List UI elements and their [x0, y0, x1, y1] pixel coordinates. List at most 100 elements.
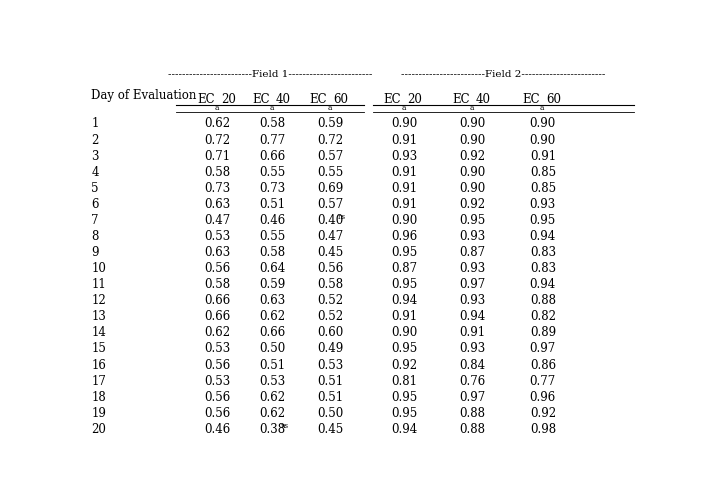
- Text: 0.50: 0.50: [259, 342, 285, 355]
- Text: 0.63: 0.63: [205, 198, 231, 211]
- Text: 0.90: 0.90: [530, 117, 556, 130]
- Text: ns: ns: [280, 422, 288, 430]
- Text: 0.52: 0.52: [317, 294, 343, 307]
- Text: 0.66: 0.66: [205, 310, 231, 324]
- Text: 14: 14: [91, 327, 106, 339]
- Text: 0.92: 0.92: [459, 198, 486, 211]
- Text: 0.58: 0.58: [205, 278, 231, 291]
- Text: 0.53: 0.53: [316, 358, 343, 372]
- Text: 0.45: 0.45: [316, 423, 343, 436]
- Text: 12: 12: [91, 294, 106, 307]
- Text: 60: 60: [333, 93, 348, 106]
- Text: 6: 6: [91, 198, 98, 211]
- Text: 0.96: 0.96: [391, 230, 417, 243]
- Text: 0.98: 0.98: [530, 423, 556, 436]
- Text: 0.97: 0.97: [459, 278, 486, 291]
- Text: 10: 10: [91, 262, 106, 275]
- Text: 0.91: 0.91: [391, 182, 417, 195]
- Text: 0.91: 0.91: [391, 134, 417, 147]
- Text: 0.53: 0.53: [205, 342, 231, 355]
- Text: 0.66: 0.66: [205, 294, 231, 307]
- Text: 0.52: 0.52: [317, 310, 343, 324]
- Text: 0.55: 0.55: [259, 230, 285, 243]
- Text: EC: EC: [523, 93, 540, 106]
- Text: 0.90: 0.90: [459, 117, 486, 130]
- Text: 13: 13: [91, 310, 106, 324]
- Text: 0.62: 0.62: [259, 407, 285, 420]
- Text: 0.46: 0.46: [259, 214, 285, 227]
- Text: 0.90: 0.90: [459, 134, 486, 147]
- Text: a: a: [327, 104, 331, 112]
- Text: 0.97: 0.97: [459, 391, 486, 404]
- Text: 0.73: 0.73: [259, 182, 285, 195]
- Text: 0.90: 0.90: [530, 134, 556, 147]
- Text: 0.59: 0.59: [259, 278, 285, 291]
- Text: 0.58: 0.58: [259, 246, 285, 259]
- Text: 0.77: 0.77: [259, 134, 285, 147]
- Text: 0.93: 0.93: [530, 198, 556, 211]
- Text: 40: 40: [476, 93, 491, 106]
- Text: 0.56: 0.56: [316, 262, 343, 275]
- Text: 0.91: 0.91: [391, 166, 417, 178]
- Text: 15: 15: [91, 342, 106, 355]
- Text: 0.62: 0.62: [205, 117, 231, 130]
- Text: 0.69: 0.69: [316, 182, 343, 195]
- Text: 0.94: 0.94: [391, 423, 417, 436]
- Text: 0.88: 0.88: [530, 294, 556, 307]
- Text: 0.51: 0.51: [317, 391, 343, 404]
- Text: 0.63: 0.63: [205, 246, 231, 259]
- Text: 0.95: 0.95: [391, 342, 417, 355]
- Text: EC: EC: [452, 93, 470, 106]
- Text: 0.72: 0.72: [317, 134, 343, 147]
- Text: 11: 11: [91, 278, 106, 291]
- Text: 0.95: 0.95: [459, 214, 486, 227]
- Text: a: a: [540, 104, 544, 112]
- Text: 0.47: 0.47: [205, 214, 231, 227]
- Text: 17: 17: [91, 375, 106, 388]
- Text: 0.57: 0.57: [316, 198, 343, 211]
- Text: 0.73: 0.73: [205, 182, 231, 195]
- Text: 0.96: 0.96: [530, 391, 556, 404]
- Text: 0.84: 0.84: [459, 358, 486, 372]
- Text: 0.91: 0.91: [459, 327, 486, 339]
- Text: 0.93: 0.93: [459, 230, 486, 243]
- Text: 18: 18: [91, 391, 106, 404]
- Text: EC: EC: [197, 93, 215, 106]
- Text: 0.85: 0.85: [530, 166, 556, 178]
- Text: 0.83: 0.83: [530, 262, 556, 275]
- Text: 0.60: 0.60: [316, 327, 343, 339]
- Text: 0.85: 0.85: [530, 182, 556, 195]
- Text: 0.63: 0.63: [259, 294, 285, 307]
- Text: 3: 3: [91, 150, 98, 163]
- Text: 0.58: 0.58: [205, 166, 231, 178]
- Text: 0.91: 0.91: [530, 150, 556, 163]
- Text: 5: 5: [91, 182, 98, 195]
- Text: 0.66: 0.66: [259, 327, 285, 339]
- Text: 0.93: 0.93: [391, 150, 417, 163]
- Text: 0.87: 0.87: [391, 262, 417, 275]
- Text: 0.95: 0.95: [391, 391, 417, 404]
- Text: 0.50: 0.50: [316, 407, 343, 420]
- Text: 4: 4: [91, 166, 98, 178]
- Text: 0.76: 0.76: [459, 375, 486, 388]
- Text: 9: 9: [91, 246, 98, 259]
- Text: 0.88: 0.88: [459, 423, 486, 436]
- Text: EC: EC: [384, 93, 401, 106]
- Text: 20: 20: [408, 93, 423, 106]
- Text: 0.46: 0.46: [205, 423, 231, 436]
- Text: 0.58: 0.58: [317, 278, 343, 291]
- Text: 0.90: 0.90: [391, 117, 417, 130]
- Text: 0.62: 0.62: [205, 327, 231, 339]
- Text: 2: 2: [91, 134, 98, 147]
- Text: 0.94: 0.94: [530, 278, 556, 291]
- Text: a: a: [401, 104, 406, 112]
- Text: 0.92: 0.92: [459, 150, 486, 163]
- Text: 8: 8: [91, 230, 98, 243]
- Text: 0.81: 0.81: [391, 375, 417, 388]
- Text: 60: 60: [547, 93, 561, 106]
- Text: 0.90: 0.90: [391, 214, 417, 227]
- Text: 0.45: 0.45: [316, 246, 343, 259]
- Text: 0.72: 0.72: [205, 134, 231, 147]
- Text: 0.47: 0.47: [316, 230, 343, 243]
- Text: 0.77: 0.77: [530, 375, 556, 388]
